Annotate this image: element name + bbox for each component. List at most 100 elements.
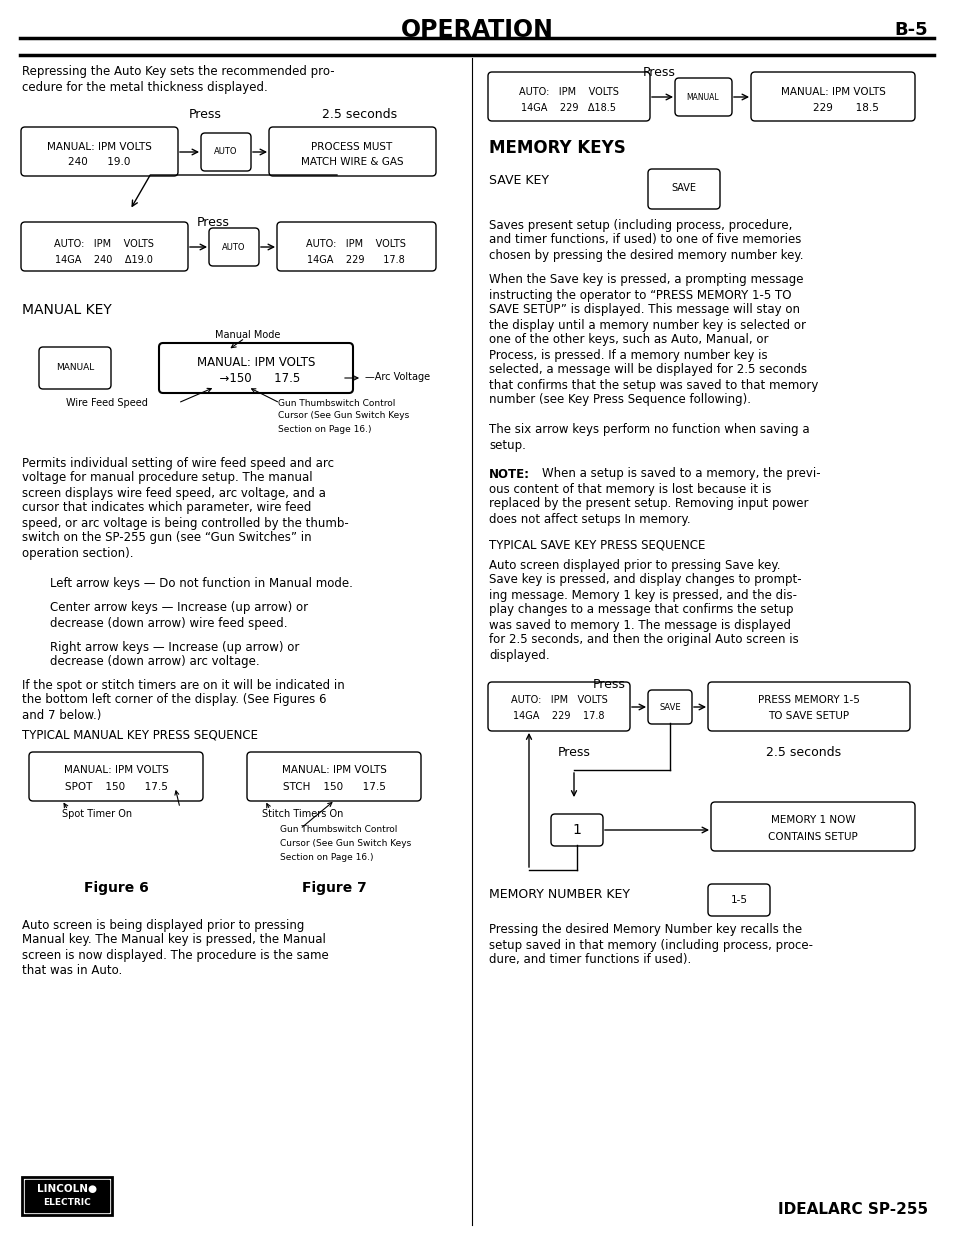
FancyBboxPatch shape — [551, 814, 602, 846]
Text: that was in Auto.: that was in Auto. — [22, 963, 122, 977]
Text: the bottom left corner of the display. (See Figures 6: the bottom left corner of the display. (… — [22, 694, 326, 706]
FancyBboxPatch shape — [29, 752, 203, 802]
Text: MEMORY 1 NOW: MEMORY 1 NOW — [770, 815, 855, 825]
Text: AUTO:   IPM    VOLTS: AUTO: IPM VOLTS — [306, 240, 406, 249]
Text: Press: Press — [557, 746, 590, 758]
Text: 2.5 seconds: 2.5 seconds — [322, 109, 397, 121]
Text: number (see Key Press Sequence following).: number (see Key Press Sequence following… — [489, 394, 750, 406]
Text: CONTAINS SETUP: CONTAINS SETUP — [767, 832, 857, 842]
Text: SAVE KEY: SAVE KEY — [489, 173, 548, 186]
FancyBboxPatch shape — [647, 169, 720, 209]
Text: 14GA    240    Δ19.0: 14GA 240 Δ19.0 — [55, 254, 152, 266]
Text: and timer functions, if used) to one of five memories: and timer functions, if used) to one of … — [489, 233, 801, 247]
Text: SAVE: SAVE — [659, 703, 680, 711]
Text: MANUAL: MANUAL — [56, 363, 94, 373]
Text: MANUAL: MANUAL — [686, 93, 719, 101]
Text: Figure 6: Figure 6 — [84, 881, 149, 895]
FancyBboxPatch shape — [39, 347, 111, 389]
Text: Gun Thumbswitch Control: Gun Thumbswitch Control — [277, 399, 395, 408]
Text: AUTO: AUTO — [214, 147, 237, 157]
Text: Stitch Timers On: Stitch Timers On — [262, 809, 343, 819]
Text: →150      17.5: →150 17.5 — [212, 372, 300, 384]
Text: displayed.: displayed. — [489, 648, 549, 662]
Text: Section on Page 16.): Section on Page 16.) — [277, 425, 371, 433]
Text: When a setup is saved to a memory, the previ-: When a setup is saved to a memory, the p… — [541, 468, 820, 480]
FancyBboxPatch shape — [22, 1177, 112, 1215]
Text: TO SAVE SETUP: TO SAVE SETUP — [767, 711, 849, 721]
Text: Center arrow keys — Increase (up arrow) or: Center arrow keys — Increase (up arrow) … — [50, 601, 308, 615]
Text: TYPICAL SAVE KEY PRESS SEQUENCE: TYPICAL SAVE KEY PRESS SEQUENCE — [489, 538, 704, 552]
Text: Save key is pressed, and display changes to prompt-: Save key is pressed, and display changes… — [489, 573, 801, 587]
Text: IDEALARC SP-255: IDEALARC SP-255 — [777, 1203, 927, 1218]
Text: the display until a memory number key is selected or: the display until a memory number key is… — [489, 319, 805, 331]
FancyBboxPatch shape — [488, 682, 629, 731]
Text: Auto screen is being displayed prior to pressing: Auto screen is being displayed prior to … — [22, 919, 304, 931]
Text: MATCH WIRE & GAS: MATCH WIRE & GAS — [300, 157, 403, 167]
Text: ous content of that memory is lost because it is: ous content of that memory is lost becau… — [489, 483, 771, 495]
Text: setup saved in that memory (including process, proce-: setup saved in that memory (including pr… — [489, 939, 812, 951]
FancyBboxPatch shape — [25, 1179, 109, 1212]
Text: Press: Press — [642, 65, 675, 79]
Text: AUTO:   IPM   VOLTS: AUTO: IPM VOLTS — [510, 695, 607, 705]
Text: 2.5 seconds: 2.5 seconds — [765, 746, 841, 758]
FancyBboxPatch shape — [269, 127, 436, 177]
Text: OPERATION: OPERATION — [400, 19, 553, 42]
Text: When the Save key is pressed, a prompting message: When the Save key is pressed, a promptin… — [489, 273, 802, 287]
Text: chosen by pressing the desired memory number key.: chosen by pressing the desired memory nu… — [489, 248, 802, 262]
FancyBboxPatch shape — [21, 127, 178, 177]
Text: 14GA    229   Δ18.5: 14GA 229 Δ18.5 — [521, 103, 616, 112]
Text: Spot Timer On: Spot Timer On — [62, 809, 132, 819]
Text: MANUAL: IPM VOLTS: MANUAL: IPM VOLTS — [196, 357, 314, 369]
Text: AUTO: AUTO — [222, 242, 246, 252]
FancyBboxPatch shape — [488, 72, 649, 121]
FancyBboxPatch shape — [707, 682, 909, 731]
FancyBboxPatch shape — [276, 222, 436, 270]
FancyBboxPatch shape — [21, 222, 188, 270]
Text: 14GA    229      17.8: 14GA 229 17.8 — [307, 254, 404, 266]
Text: Saves present setup (including process, procedure,: Saves present setup (including process, … — [489, 219, 792, 231]
Text: switch on the SP-255 gun (see “Gun Switches” in: switch on the SP-255 gun (see “Gun Switc… — [22, 531, 312, 545]
Text: Press: Press — [189, 109, 221, 121]
Text: TYPICAL MANUAL KEY PRESS SEQUENCE: TYPICAL MANUAL KEY PRESS SEQUENCE — [22, 729, 257, 741]
Text: selected, a message will be displayed for 2.5 seconds: selected, a message will be displayed fo… — [489, 363, 806, 377]
Text: Figure 7: Figure 7 — [301, 881, 366, 895]
Text: Wire Feed Speed: Wire Feed Speed — [66, 398, 148, 408]
Text: Permits individual setting of wire feed speed and arc: Permits individual setting of wire feed … — [22, 457, 334, 469]
Text: was saved to memory 1. The message is displayed: was saved to memory 1. The message is di… — [489, 619, 790, 631]
Text: Press: Press — [196, 215, 230, 228]
Text: play changes to a message that confirms the setup: play changes to a message that confirms … — [489, 604, 793, 616]
Text: Auto screen displayed prior to pressing Save key.: Auto screen displayed prior to pressing … — [489, 558, 780, 572]
Text: replaced by the present setup. Removing input power: replaced by the present setup. Removing … — [489, 498, 807, 510]
Text: one of the other keys, such as Auto, Manual, or: one of the other keys, such as Auto, Man… — [489, 333, 768, 347]
Text: AUTO:   IPM    VOLTS: AUTO: IPM VOLTS — [518, 86, 618, 98]
Text: ing message. Memory 1 key is pressed, and the dis-: ing message. Memory 1 key is pressed, an… — [489, 589, 796, 601]
Text: B-5: B-5 — [893, 21, 927, 40]
Text: screen is now displayed. The procedure is the same: screen is now displayed. The procedure i… — [22, 948, 329, 962]
Text: Left arrow keys — Do not function in Manual mode.: Left arrow keys — Do not function in Man… — [50, 578, 353, 590]
FancyBboxPatch shape — [647, 690, 691, 724]
Text: Right arrow keys — Increase (up arrow) or: Right arrow keys — Increase (up arrow) o… — [50, 641, 299, 653]
Text: AUTO:   IPM    VOLTS: AUTO: IPM VOLTS — [54, 240, 153, 249]
Text: MANUAL: IPM VOLTS: MANUAL: IPM VOLTS — [64, 764, 169, 776]
Text: If the spot or stitch timers are on it will be indicated in: If the spot or stitch timers are on it w… — [22, 678, 344, 692]
Text: operation section).: operation section). — [22, 547, 133, 559]
Text: and 7 below.): and 7 below.) — [22, 709, 101, 721]
Text: PRESS MEMORY 1-5: PRESS MEMORY 1-5 — [758, 695, 859, 705]
Text: 1-5: 1-5 — [730, 895, 747, 905]
Text: The six arrow keys perform no function when saving a: The six arrow keys perform no function w… — [489, 424, 809, 436]
Text: dure, and timer functions if used).: dure, and timer functions if used). — [489, 953, 691, 967]
Text: Repressing the Auto Key sets the recommended pro-: Repressing the Auto Key sets the recomme… — [22, 65, 335, 79]
Text: MANUAL KEY: MANUAL KEY — [22, 303, 112, 317]
Text: MANUAL: IPM VOLTS: MANUAL: IPM VOLTS — [281, 764, 386, 776]
Text: MANUAL: IPM VOLTS: MANUAL: IPM VOLTS — [47, 142, 152, 152]
FancyBboxPatch shape — [750, 72, 914, 121]
Text: Manual key. The Manual key is pressed, the Manual: Manual key. The Manual key is pressed, t… — [22, 934, 326, 946]
FancyBboxPatch shape — [707, 884, 769, 916]
Text: voltage for manual procedure setup. The manual: voltage for manual procedure setup. The … — [22, 472, 313, 484]
Text: Press: Press — [592, 678, 625, 692]
FancyBboxPatch shape — [675, 78, 731, 116]
Text: ELECTRIC: ELECTRIC — [43, 1198, 91, 1208]
Text: 240      19.0: 240 19.0 — [68, 157, 130, 167]
Text: SPOT    150      17.5: SPOT 150 17.5 — [65, 782, 168, 792]
Text: Cursor (See Gun Switch Keys: Cursor (See Gun Switch Keys — [277, 411, 409, 420]
